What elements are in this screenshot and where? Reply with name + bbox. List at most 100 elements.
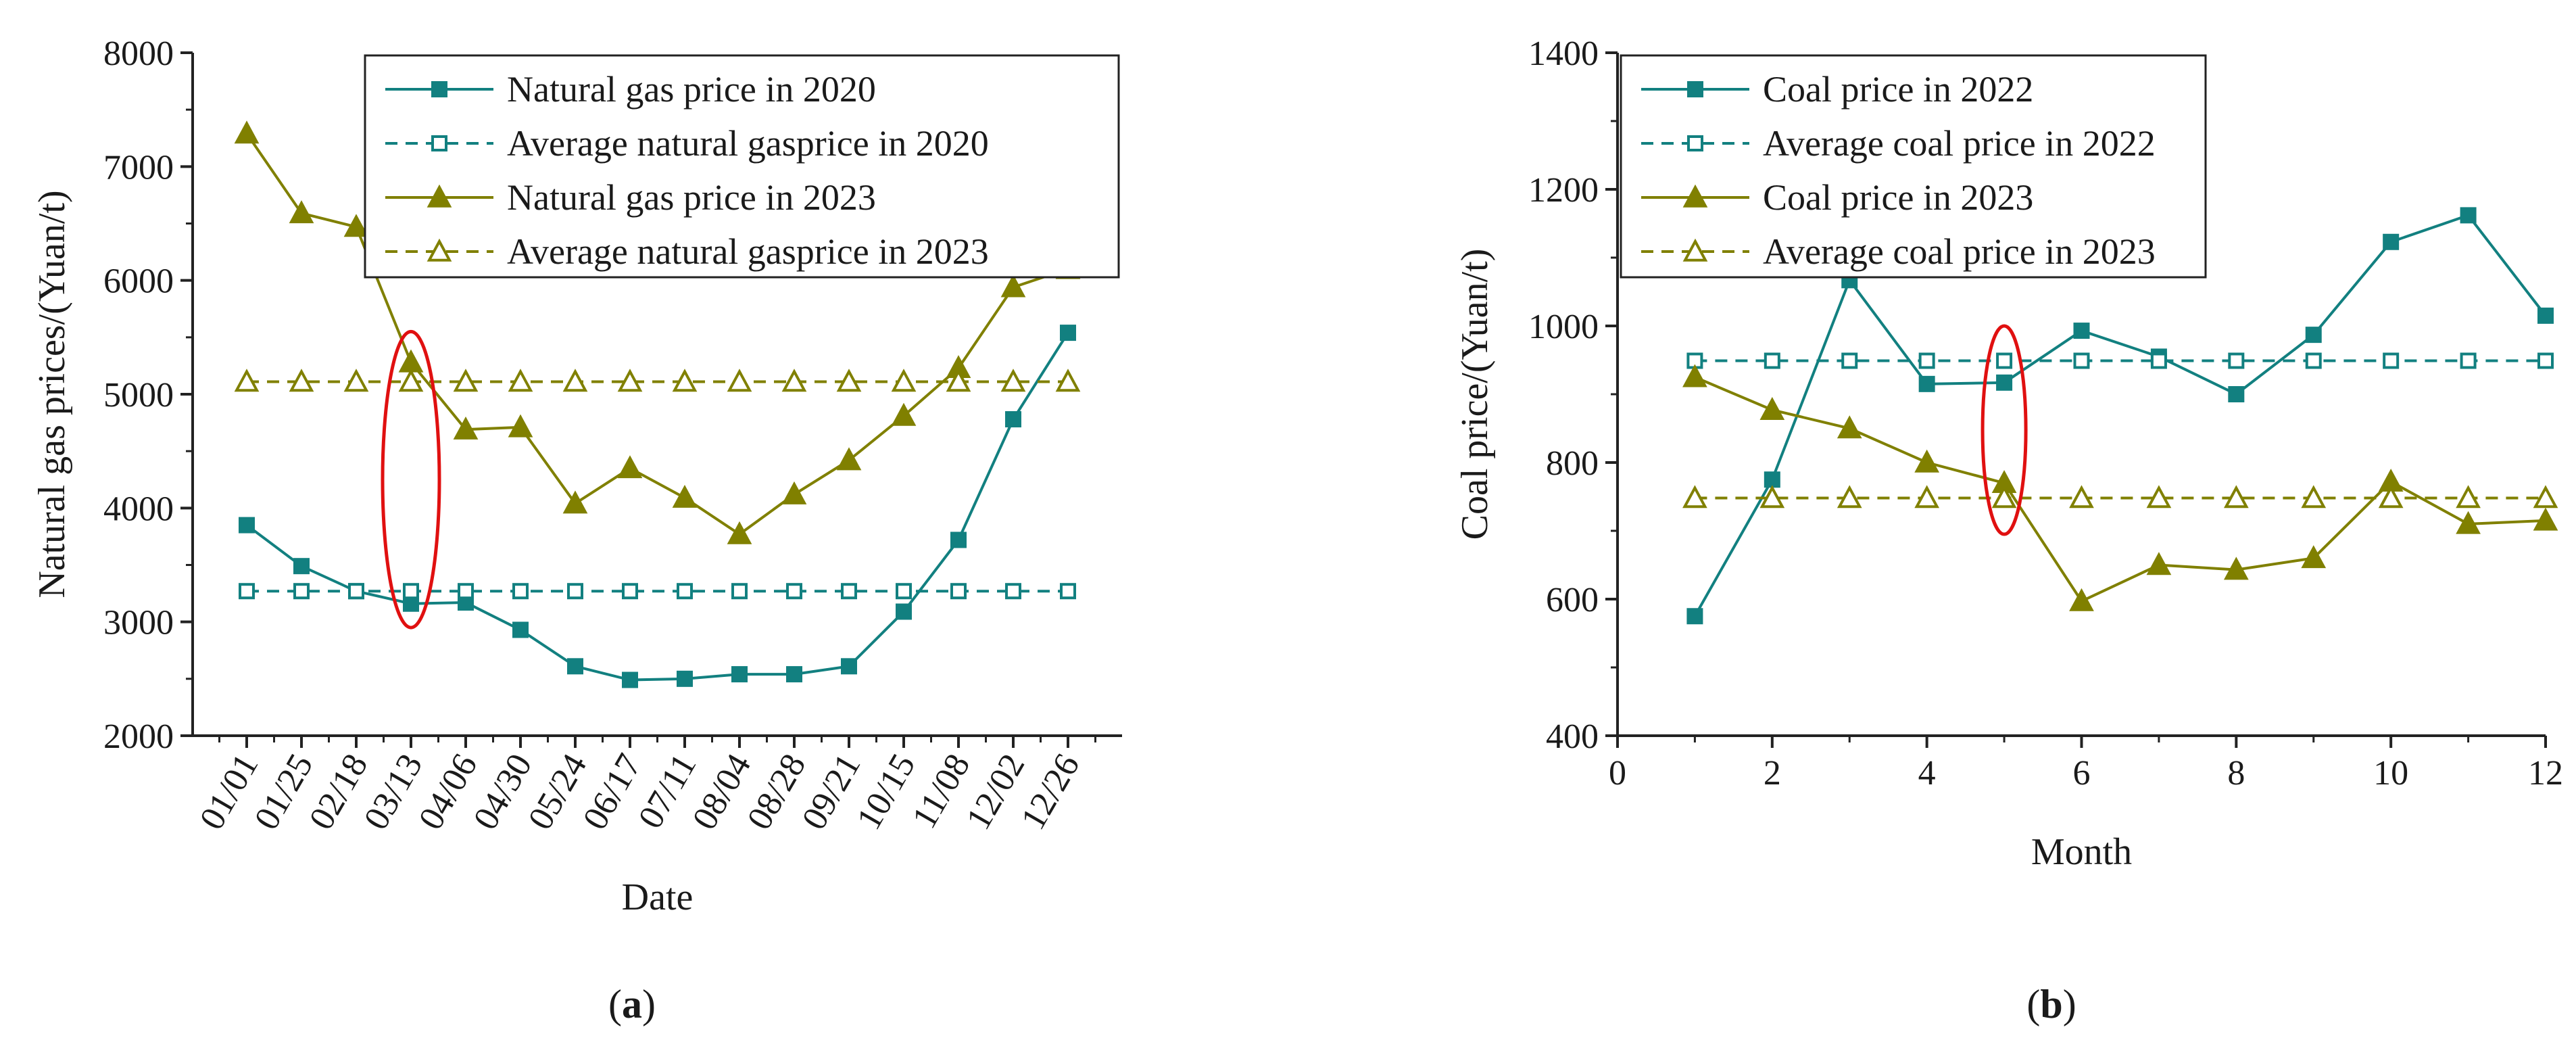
data-point [672, 484, 698, 508]
data-point [293, 583, 310, 600]
y-tick-label: 1000 [1528, 308, 1599, 346]
data-point [2073, 323, 2090, 339]
legend-entry: Average coal price in 2023 [1763, 231, 2156, 272]
data-point [781, 369, 807, 392]
x-tick-label: 8 [2227, 754, 2245, 793]
x-tick-label: 10 [2373, 754, 2408, 793]
data-point [786, 583, 802, 600]
data-point [2073, 352, 2090, 369]
data-point [1837, 485, 1862, 509]
x-tick-label: 01/01 [193, 748, 266, 836]
data-point [731, 583, 748, 600]
data-point [2223, 485, 2249, 509]
legend-swatch-marker [427, 238, 452, 262]
series-0-1 [239, 583, 1076, 600]
x-tick-label: 01/25 [247, 748, 321, 836]
data-point [1837, 415, 1862, 439]
data-point [1000, 369, 1026, 392]
x-tick-label: 09/21 [795, 748, 869, 836]
data-point [2223, 557, 2249, 580]
y-axis-title: Coal price/(Yuan/t) [1454, 249, 1496, 540]
y-axis-title: Natural gas prices/(Yuan/t) [31, 190, 73, 598]
legend-swatch-marker [431, 135, 447, 151]
data-point [453, 369, 479, 392]
legend-box [1620, 54, 2207, 279]
data-point [1914, 485, 1940, 509]
data-point [1914, 449, 1940, 473]
data-point [512, 621, 529, 638]
legend-entry: Natural gas price in 2023 [507, 177, 876, 218]
data-point [950, 583, 967, 600]
data-point [677, 583, 693, 600]
data-point [2537, 352, 2554, 369]
series-line [245, 133, 1069, 536]
chart-b: 400 600 800 1000 1200 1400 0 2 4 6 8 10 12 Month Coal … [1454, 34, 2563, 873]
data-point [453, 416, 479, 440]
y-tick-label: 3000 [103, 604, 174, 642]
legend-entry: Natural gas price in 2020 [507, 69, 876, 110]
data-point [508, 414, 533, 438]
data-point [2228, 386, 2245, 402]
data-point [239, 583, 255, 600]
y-tick-label: 4000 [103, 490, 174, 528]
data-point [398, 369, 424, 392]
data-point [672, 369, 698, 392]
y-tick-label: 8000 [103, 34, 174, 73]
x-tick-label: 03/13 [357, 748, 431, 836]
x-tick-label: 02/18 [302, 748, 376, 836]
caption-b: (b) [2026, 982, 2076, 1026]
data-point [891, 369, 917, 392]
chart-a: 2000 3000 4000 5000 6000 7000 8000 01/0101/2502… [31, 34, 1122, 918]
data-point [622, 671, 638, 688]
data-point [239, 517, 255, 534]
x-tick-label: 05/24 [521, 748, 595, 836]
legend-entry: Average natural gasprice in 2020 [507, 123, 989, 164]
data-point [1918, 352, 1935, 369]
data-point [343, 369, 369, 392]
data-point [403, 583, 419, 600]
data-point [1764, 352, 1780, 369]
data-point [234, 369, 260, 392]
data-point [2228, 352, 2245, 369]
data-point [1060, 583, 1076, 600]
data-point [2305, 352, 2322, 369]
data-point [1686, 608, 1703, 625]
data-point [1841, 352, 1858, 369]
data-point [1682, 485, 1707, 509]
data-point [950, 531, 967, 548]
data-point [2383, 233, 2400, 250]
y-tick-label: 5000 [103, 376, 174, 415]
y-tick-label: 600 [1546, 581, 1599, 619]
data-point [293, 558, 310, 575]
data-point [1000, 274, 1026, 298]
data-point [2150, 352, 2167, 369]
data-point [343, 214, 369, 237]
x-tick-label: 12/02 [959, 748, 1033, 836]
legend-swatch-marker [1687, 81, 1703, 97]
x-tick-label: 0 [1609, 754, 1626, 793]
data-point [2383, 352, 2400, 369]
x-tick-label: 06/17 [576, 748, 650, 836]
legend-swatch-marker [1687, 135, 1703, 151]
legend-entry: Coal price in 2023 [1763, 177, 2033, 218]
data-point [348, 583, 364, 600]
legend-box [364, 54, 1120, 279]
data-point [562, 490, 588, 514]
data-point [2460, 352, 2477, 369]
data-point [2378, 485, 2404, 509]
data-point [2533, 485, 2558, 509]
data-point [2460, 207, 2477, 224]
x-tick-label: 04/30 [466, 748, 540, 836]
data-point [2537, 307, 2554, 324]
data-point [841, 583, 857, 600]
x-tick-label: 12/26 [1014, 748, 1088, 836]
data-point [1759, 485, 1785, 509]
data-point [1918, 375, 1935, 392]
legend-entry: Average coal price in 2022 [1763, 123, 2156, 164]
data-point [458, 583, 474, 600]
y-tick-label: 7000 [103, 148, 174, 187]
x-tick-label: 10/15 [850, 748, 923, 836]
data-point [398, 349, 424, 373]
data-point [2456, 485, 2481, 509]
